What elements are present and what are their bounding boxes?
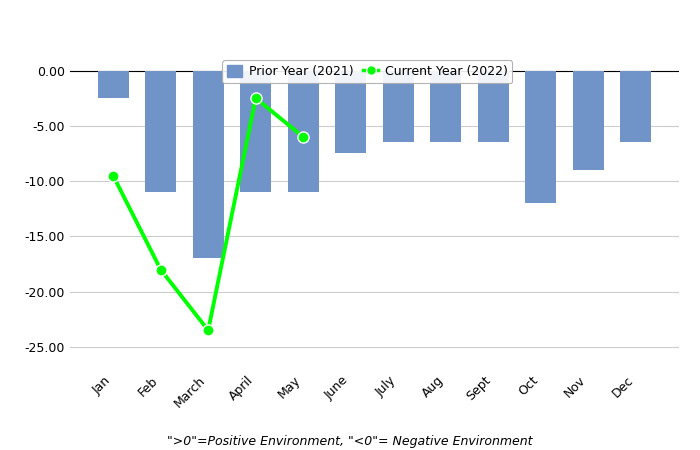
Bar <box>526 71 557 203</box>
Bar <box>98 71 129 98</box>
Bar <box>383 71 414 142</box>
Bar <box>430 71 461 142</box>
Bar <box>335 71 366 153</box>
Bar <box>478 71 509 142</box>
Bar <box>620 71 651 142</box>
Legend: Prior Year (2021), Current Year (2022): Prior Year (2021), Current Year (2022) <box>223 60 512 83</box>
Bar <box>288 71 318 192</box>
Bar <box>573 71 604 170</box>
Bar <box>145 71 176 192</box>
Bar <box>240 71 271 192</box>
Bar <box>193 71 223 258</box>
Text: ">0"=Positive Environment, "<0"= Negative Environment: ">0"=Positive Environment, "<0"= Negativ… <box>167 436 533 449</box>
